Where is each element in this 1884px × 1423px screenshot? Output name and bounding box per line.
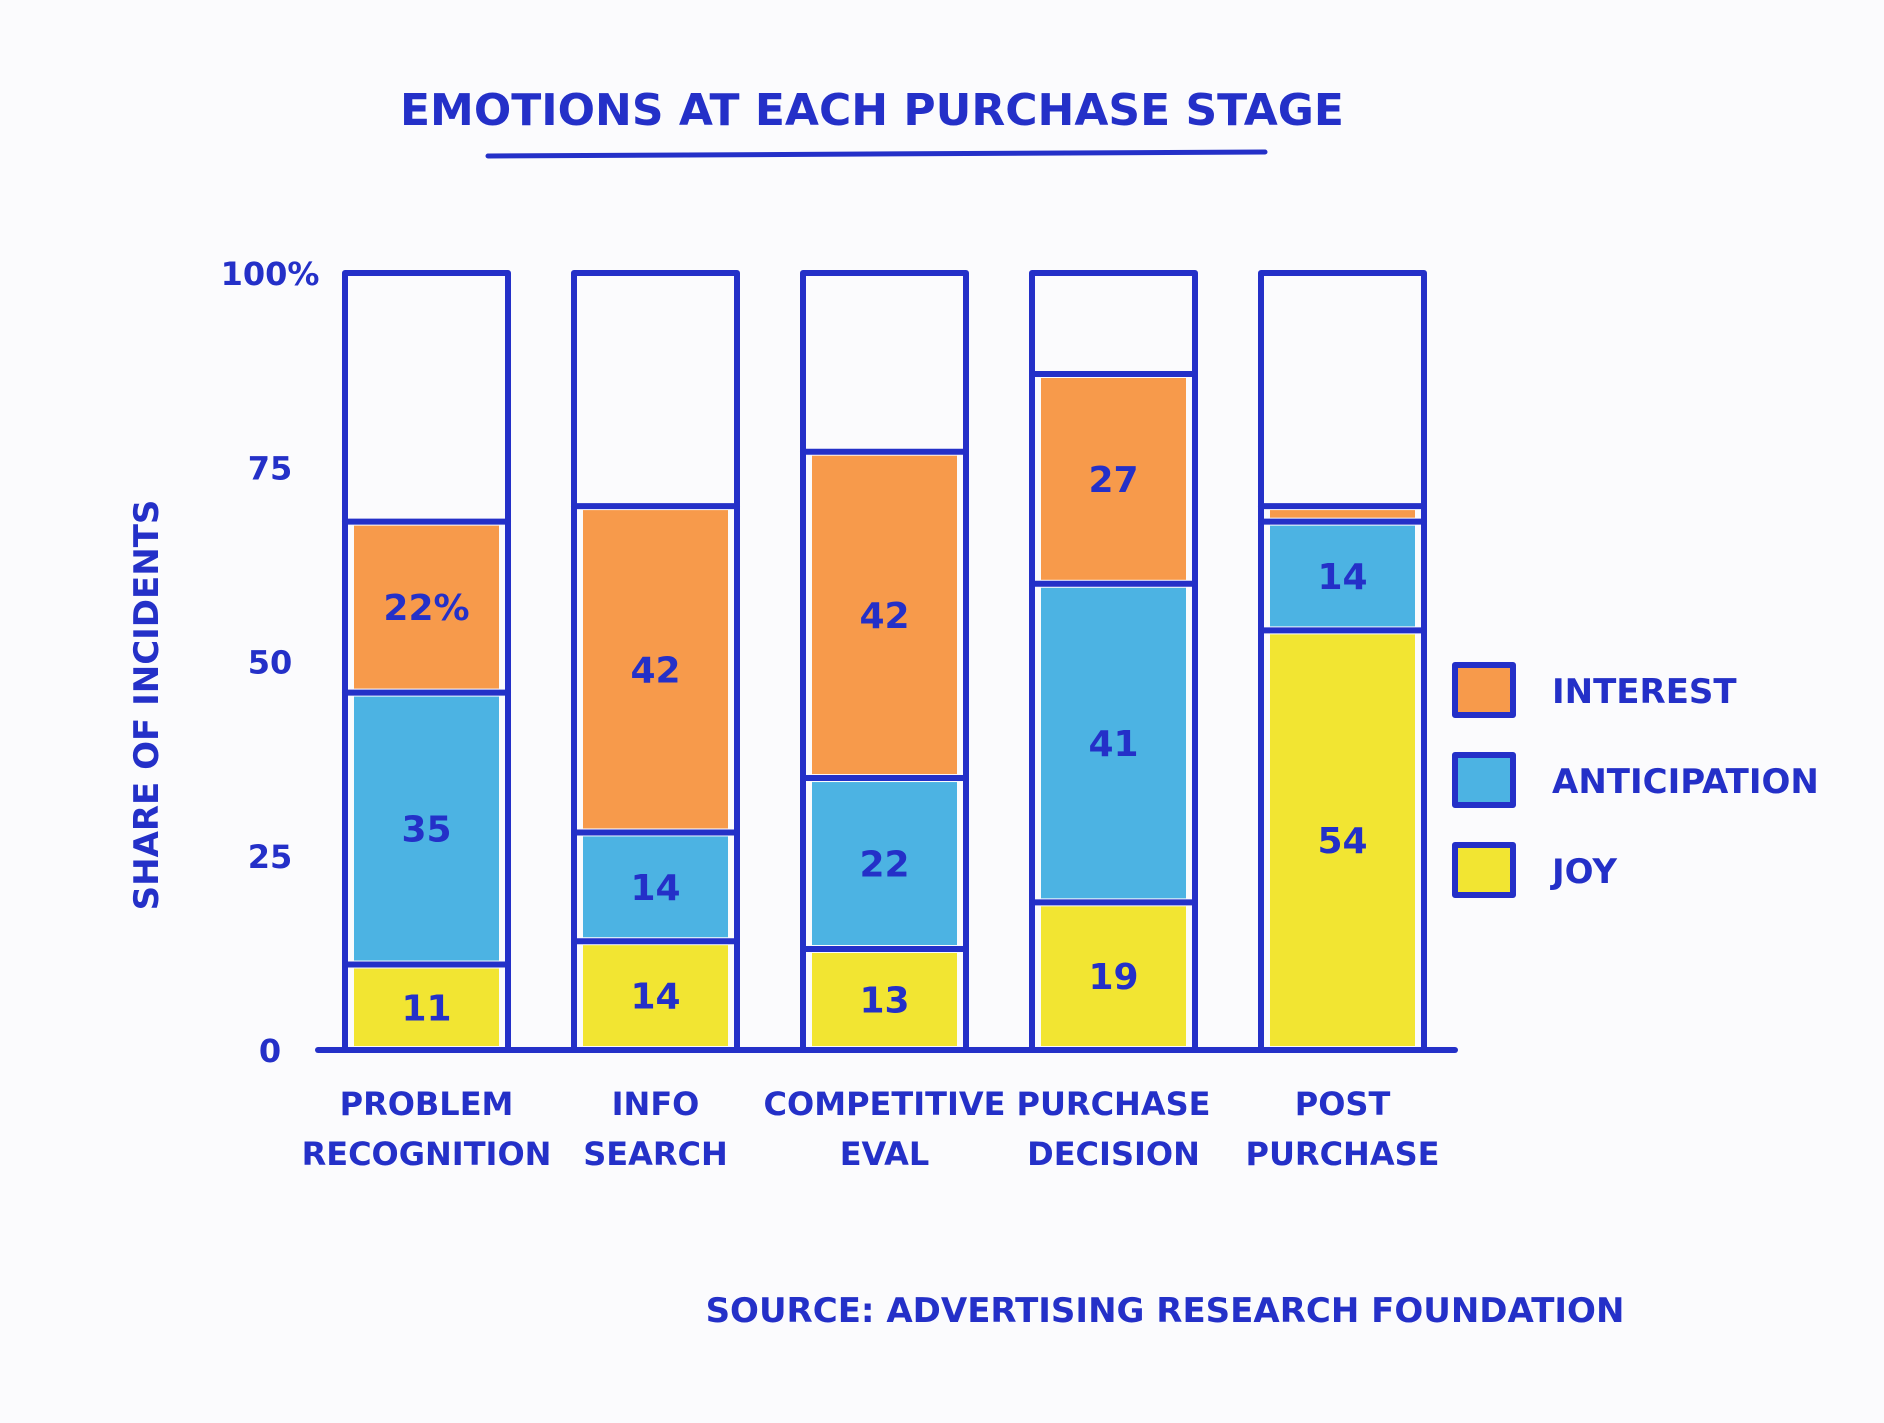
x-tick-label: RECOGNITION bbox=[302, 1135, 552, 1173]
x-tick-label: SEARCH bbox=[583, 1135, 728, 1173]
data-label: 11 bbox=[401, 988, 451, 1029]
bar-segment-anticipation bbox=[1270, 525, 1415, 627]
bar-stack: 19 41 27 bbox=[1029, 270, 1198, 1053]
bar-stack: 14 14 42 bbox=[571, 270, 740, 1053]
bar-segment-interest bbox=[812, 455, 957, 775]
y-tick-label: 75 bbox=[248, 449, 293, 487]
y-tick-label: 25 bbox=[248, 838, 293, 876]
data-label: 41 bbox=[1088, 724, 1138, 765]
legend-swatch bbox=[1452, 662, 1516, 718]
data-label: 27 bbox=[1088, 460, 1138, 501]
x-tick-label: PURCHASE bbox=[1245, 1135, 1439, 1173]
bar-group: 11 35 22% 14 14 42 13 22 42 19 41 27 54 14 bbox=[342, 270, 1427, 1053]
bar-segment-joy bbox=[583, 945, 728, 1046]
x-tick-label: EVAL bbox=[840, 1135, 930, 1173]
x-tick-label: PROBLEM bbox=[340, 1085, 514, 1123]
bar-segment-joy bbox=[1041, 906, 1186, 1046]
bar-segment-anticipation bbox=[583, 836, 728, 938]
chart-title: EMOTIONS AT EACH PURCHASE STAGE bbox=[400, 85, 1344, 136]
legend-label: JOY bbox=[1550, 852, 1617, 892]
y-tick-label: 50 bbox=[248, 644, 293, 682]
bar-segment-interest bbox=[354, 525, 499, 689]
legend-swatch bbox=[1452, 842, 1516, 898]
data-label: 22 bbox=[859, 845, 909, 886]
x-axis-labels: PROBLEM RECOGNITION INFO SEARCH COMPETITIVE E… bbox=[302, 1085, 1440, 1173]
y-tick-label: 0 bbox=[259, 1032, 281, 1070]
data-label: 35 bbox=[401, 810, 451, 851]
bar-segment-anticipation bbox=[812, 782, 957, 945]
legend-item: INTEREST bbox=[1452, 662, 1737, 718]
bar-segment-interest bbox=[583, 510, 728, 829]
data-label: 54 bbox=[1317, 821, 1367, 862]
data-label: 19 bbox=[1088, 957, 1138, 998]
y-axis-ticks: 0 25 50 75 100% bbox=[221, 255, 320, 1070]
x-tick-label: COMPETITIVE bbox=[764, 1085, 1006, 1123]
x-tick-label: INFO bbox=[612, 1085, 700, 1123]
data-label: 22% bbox=[383, 588, 469, 629]
y-axis-label: SHARE OF INCIDENTS bbox=[127, 500, 167, 911]
source-note: SOURCE: ADVERTISING RESEARCH FOUNDATION bbox=[706, 1291, 1625, 1331]
legend: INTEREST ANTICIPATION JOY bbox=[1452, 662, 1819, 898]
x-tick-label: PURCHASE bbox=[1016, 1085, 1210, 1123]
legend-label: ANTICIPATION bbox=[1552, 762, 1819, 802]
legend-item: JOY bbox=[1452, 842, 1617, 898]
x-tick-label: POST bbox=[1295, 1085, 1391, 1123]
bar-segment-joy bbox=[1270, 634, 1415, 1046]
data-label: 14 bbox=[630, 977, 680, 1018]
bar-segment-anticipation bbox=[354, 696, 499, 961]
data-label: 14 bbox=[1317, 557, 1367, 598]
bar-segment-anticipation bbox=[1041, 587, 1186, 899]
bar-stack: 11 35 22% bbox=[342, 270, 511, 1053]
data-label: 42 bbox=[859, 596, 909, 637]
bar-stack: 54 14 bbox=[1258, 270, 1427, 1053]
data-label: 14 bbox=[630, 868, 680, 909]
legend-swatch bbox=[1452, 752, 1516, 808]
bar-stack: 13 22 42 bbox=[800, 270, 969, 1053]
data-label: 42 bbox=[630, 650, 680, 691]
title-underline bbox=[485, 149, 1268, 159]
x-tick-label: DECISION bbox=[1027, 1135, 1200, 1173]
bar-segment-interest bbox=[1041, 378, 1186, 580]
data-label: 13 bbox=[859, 980, 909, 1021]
legend-label: INTEREST bbox=[1552, 672, 1737, 712]
bar-segment-joy bbox=[354, 968, 499, 1046]
y-tick-label: 100% bbox=[221, 255, 320, 293]
bar-segment-interest bbox=[1270, 510, 1415, 518]
legend-item: ANTICIPATION bbox=[1452, 752, 1819, 808]
bar-segment-joy bbox=[812, 952, 957, 1046]
